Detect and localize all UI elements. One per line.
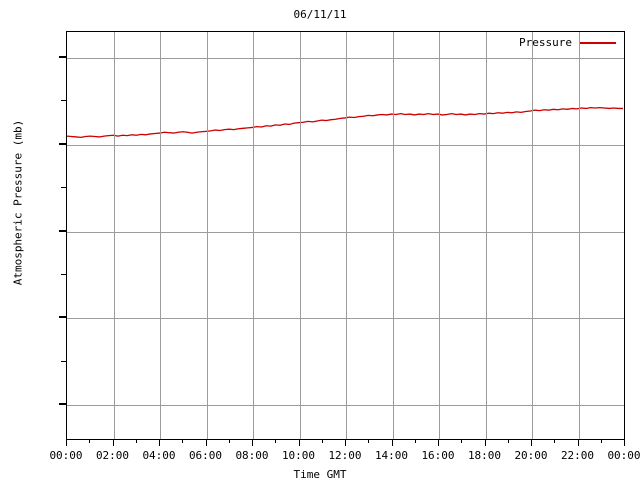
x-axis-minor-tick [368, 440, 369, 443]
x-axis-tick-label: 18:00 [467, 449, 502, 462]
x-axis-minor-tick [182, 440, 183, 443]
y-axis-minor-tick [61, 187, 66, 189]
x-axis-tick-mark [624, 440, 625, 446]
gridline-horizontal [67, 405, 624, 406]
series-pressure-line [66, 106, 624, 139]
x-axis-tick-label: 00:00 [607, 449, 640, 462]
x-axis-tick-mark [438, 440, 439, 446]
x-axis-tick-label: 22:00 [560, 449, 595, 462]
x-axis-tick-mark [531, 440, 532, 446]
x-axis-tick-label: 02:00 [95, 449, 130, 462]
x-axis-tick-mark [113, 440, 114, 446]
x-axis-minor-tick [89, 440, 90, 443]
x-axis-tick-mark [206, 440, 207, 446]
x-axis-tick-label: 16:00 [421, 449, 455, 462]
gridline-vertical [579, 32, 580, 439]
x-axis-tick-mark [159, 440, 160, 446]
x-axis-tick-label: 08:00 [235, 449, 269, 462]
x-axis-tick-label: 00:00 [49, 449, 83, 462]
x-axis-title: Time GMT [293, 468, 347, 480]
x-axis-minor-tick [415, 440, 416, 443]
y-axis-tick-mark [59, 229, 66, 232]
x-axis-tick-mark [299, 440, 300, 446]
y-axis-minor-tick [61, 100, 66, 102]
x-axis-tick-label: 20:00 [514, 449, 548, 462]
x-axis-tick-label: 14:00 [374, 449, 409, 462]
gridline-horizontal [67, 318, 624, 319]
x-axis-minor-tick [136, 440, 137, 443]
x-axis-minor-tick [275, 440, 276, 443]
gridline-vertical [207, 32, 208, 439]
x-axis-tick-mark [252, 440, 253, 446]
x-axis-minor-tick [322, 440, 323, 443]
x-axis-minor-tick [461, 440, 462, 443]
x-axis-tick-label: 10:00 [281, 449, 316, 462]
legend-item-pressure-label: Pressure [519, 36, 572, 49]
gridline-vertical [114, 32, 115, 439]
y-axis-tick-mark [59, 403, 66, 406]
gridline-vertical [486, 32, 487, 439]
pressure-polyline [66, 106, 624, 139]
gridline-horizontal [67, 145, 624, 146]
y-axis-tick-mark [59, 56, 66, 59]
x-axis-tick-mark [345, 440, 346, 446]
y-axis-tick-mark [59, 316, 66, 319]
x-axis-minor-tick [229, 440, 230, 443]
x-axis-tick-mark [392, 440, 393, 446]
gridline-vertical [300, 32, 301, 439]
x-axis-tick-layer: Time GMT 00:00 02:00 04:00 06:00 08:00 10:00 1… [0, 440, 640, 480]
gridline-vertical [532, 32, 533, 439]
x-axis-tick-label: 04:00 [142, 449, 176, 462]
x-axis-tick-mark [66, 440, 67, 446]
x-axis-tick-mark [578, 440, 579, 446]
gridline-vertical [160, 32, 161, 439]
y-axis-minor-tick [61, 274, 66, 276]
x-axis-tick-label: 06:00 [188, 449, 223, 462]
gridline-vertical [393, 32, 394, 439]
gridline-vertical [439, 32, 440, 439]
y-axis-tick-layer: 104010201000980960 [0, 31, 640, 440]
y-axis-tick-mark [59, 142, 66, 145]
gridline-vertical [253, 32, 254, 439]
x-axis-minor-tick [508, 440, 509, 443]
gridline-horizontal [67, 232, 624, 233]
legend-item-pressure-swatch [580, 41, 616, 44]
x-axis-minor-tick [554, 440, 555, 443]
y-axis-minor-tick [61, 360, 66, 362]
gridline-vertical [346, 32, 347, 439]
chart-title: 06/11/11 [293, 8, 347, 21]
gridline-horizontal [67, 58, 624, 59]
x-axis-tick-label: 12:00 [328, 449, 362, 462]
x-axis-tick-mark [485, 440, 486, 446]
x-axis-minor-tick [601, 440, 602, 443]
plot-area: Pressure [66, 31, 625, 440]
